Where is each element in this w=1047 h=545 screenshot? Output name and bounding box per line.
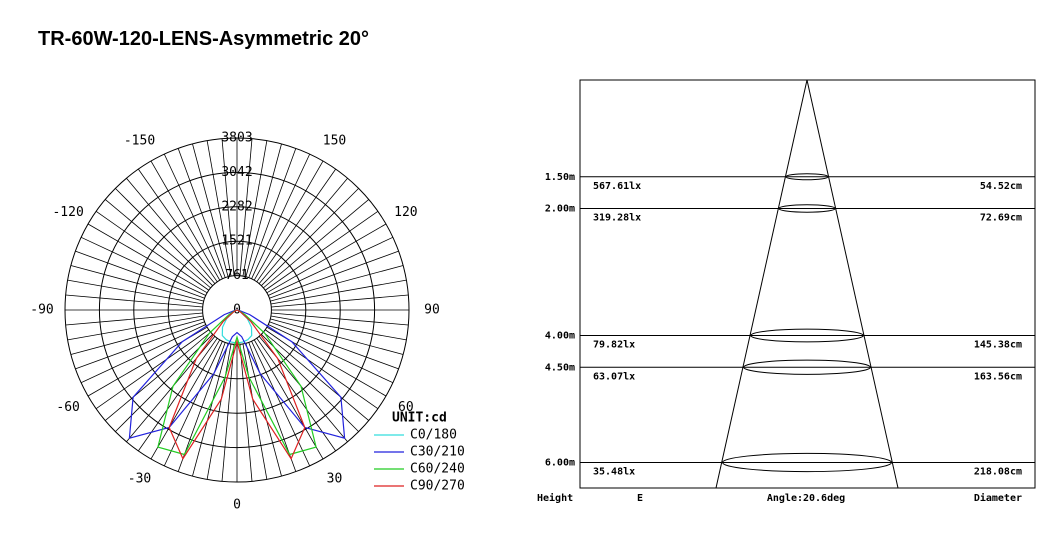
angle-tick-label: -60 [56,400,79,415]
series-curve [168,309,306,460]
illuminance-label: 79.82lx [593,340,635,351]
angle-tick-label: 90 [424,303,440,318]
illuminance-label: 63.07lx [593,371,635,382]
ring-grid [64,137,410,483]
diameter-label: 54.52cm [980,181,1022,192]
footer-label: Height [537,492,573,504]
height-label: 1.50m [545,172,575,183]
ring-grid [167,240,307,380]
beam-ellipse [750,328,864,343]
cone-edge [715,79,808,489]
series-curve [157,309,317,456]
r-tick-label: 3042 [221,165,252,180]
angle-tick-label: 150 [323,134,346,149]
series-curve [128,309,346,440]
beam-ellipse [721,452,893,473]
diameter-label: 218.08cm [974,467,1022,478]
cone-frame [579,79,1036,489]
height-label: 2.00m [545,204,575,215]
legend-label: C0/180 [410,428,457,443]
height-label: 4.00m [545,331,575,342]
angle-tick-label: 0 [233,498,241,513]
angle-tick-label: -150 [124,134,155,149]
illuminance-label: 35.48lx [593,467,635,478]
legend-label: C30/210 [410,445,465,460]
beam-ellipse [785,173,829,181]
footer-label: Angle:20.6deg [767,493,845,504]
height-label: 6.00m [545,458,575,469]
footer-label: Diameter [974,492,1022,504]
ring-grid [133,206,341,414]
angle-tick-label: -90 [30,303,53,318]
r-tick-label: 761 [225,268,248,283]
footer-label: E [637,493,643,504]
r-tick-label: 2282 [221,199,252,214]
ring-grid [202,275,272,345]
r-tick-label: 1521 [221,234,252,249]
legend-label: C90/270 [410,479,465,494]
angle-tick-label: 120 [394,205,417,220]
diameter-label: 145.38cm [974,340,1022,351]
beam-ellipse [743,359,871,375]
illuminance-label: 319.28lx [593,213,641,224]
diameter-label: 72.69cm [980,213,1022,224]
diameter-label: 163.56cm [974,371,1022,382]
page-title: TR-60W-120-LENS-Asymmetric 20° [38,28,369,50]
height-label: 4.50m [545,362,575,373]
angle-tick-label: -120 [52,205,83,220]
angle-tick-label: 60 [398,400,414,415]
cone-edge [806,79,899,489]
angle-tick-label: -30 [128,471,151,486]
ring-grid [98,171,376,449]
legend-label: C60/240 [410,462,465,477]
angle-tick-label: 30 [327,471,343,486]
illuminance-label: 567.61lx [593,181,641,192]
r-tick-label: 3803 [221,131,252,146]
beam-ellipse [778,204,836,213]
unit-label: UNIT:cd [392,411,447,426]
